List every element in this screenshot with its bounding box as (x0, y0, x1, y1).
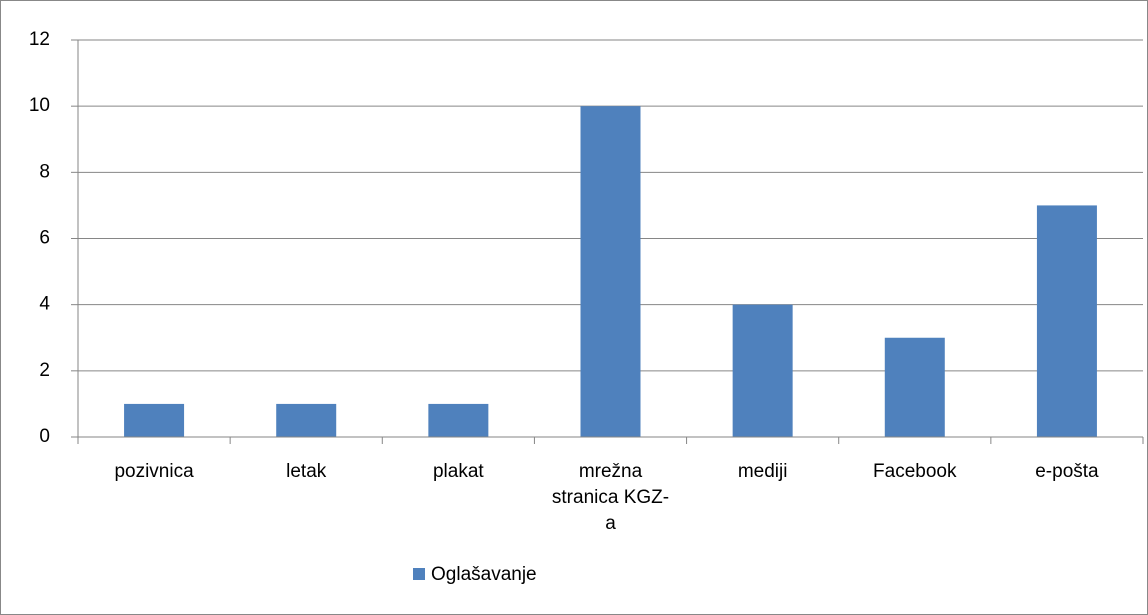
legend-swatch (413, 568, 425, 580)
x-tick-label: pozivnica (114, 461, 194, 482)
bar (428, 403, 489, 437)
y-tick-label: 6 (39, 228, 50, 249)
x-tick-label: letak (286, 461, 327, 482)
bar (580, 106, 641, 438)
bar (1036, 205, 1097, 437)
y-tick-label: 2 (39, 360, 50, 381)
x-tick-label: Facebook (873, 461, 957, 482)
y-tick-label: 0 (39, 426, 50, 447)
y-tick-label: 10 (29, 95, 50, 116)
x-tick-label: plakat (432, 461, 484, 482)
bar (884, 337, 945, 437)
y-tick-label: 4 (39, 294, 50, 315)
bar (276, 403, 337, 437)
bar (124, 403, 185, 437)
y-tick-label: 8 (39, 161, 50, 182)
x-tick-label: mediji (737, 461, 788, 482)
x-tick-label: mrežna stranica KGZ-a (551, 461, 670, 534)
x-tick-label: e-pošta (1035, 461, 1099, 482)
y-tick-label: 12 (29, 29, 50, 50)
legend-label: Oglašavanje (431, 564, 537, 585)
bar (732, 304, 793, 437)
